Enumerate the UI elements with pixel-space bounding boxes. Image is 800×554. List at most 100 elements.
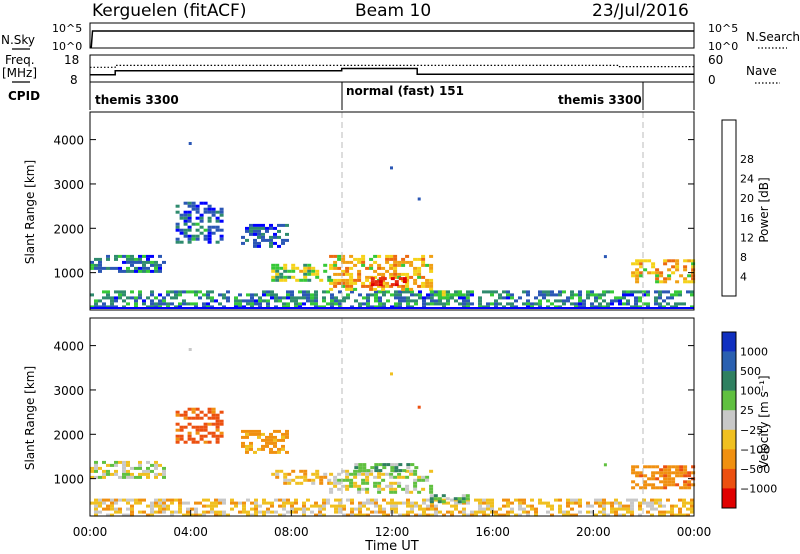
heatmap-cell [409, 472, 414, 476]
heatmap-cell [357, 269, 362, 273]
heatmap-cell [450, 504, 454, 508]
heatmap-cell [333, 278, 338, 282]
heatmap-cell [299, 269, 304, 273]
colorbar-tick-label: 24 [740, 173, 754, 186]
heatmap-cell [478, 501, 482, 505]
heatmap-cell [146, 472, 150, 476]
heatmap-cell [199, 434, 204, 438]
heatmap-cell [118, 460, 122, 464]
heatmap-cell [614, 299, 618, 303]
heatmap-cell [674, 293, 678, 297]
heatmap-cell [187, 437, 192, 441]
heatmap-cell [482, 501, 486, 505]
heatmap-cell [353, 484, 358, 488]
heatmap-cell [635, 465, 640, 469]
heatmap-cell [254, 293, 258, 297]
heatmap-cell [405, 254, 410, 258]
heatmap-cell [389, 263, 394, 267]
heatmap-cell [215, 419, 220, 423]
heatmap-cell [285, 432, 289, 436]
heatmap-cell [179, 428, 184, 432]
heatmap-cell [178, 305, 182, 309]
heatmap-cell [150, 305, 154, 309]
heatmap-cell [393, 475, 398, 479]
heatmap-cell [215, 440, 220, 444]
heatmap-cell [110, 504, 114, 508]
heatmap-cell [250, 305, 254, 309]
heatmap-cell [261, 447, 265, 451]
heatmap-point [390, 372, 393, 376]
heatmap-cell [631, 271, 636, 275]
y-tick-label: 4000 [53, 340, 84, 354]
heatmap-cell [445, 296, 450, 300]
heatmap-cell [398, 302, 402, 306]
power-heatmap [90, 142, 696, 309]
heatmap-cell [154, 504, 158, 508]
heatmap-cell [421, 275, 426, 279]
heatmap-cell [150, 504, 154, 508]
heatmap-cell [462, 510, 466, 514]
heatmap-cell [687, 474, 692, 478]
heatmap-cell [303, 472, 308, 476]
heatmap-cell [422, 501, 426, 505]
heatmap-cell [622, 513, 626, 517]
heatmap-cell [333, 284, 338, 288]
heatmap-cell [374, 501, 378, 505]
heatmap-cell [114, 463, 118, 467]
heatmap-cell [655, 465, 660, 469]
heatmap-cell [546, 293, 550, 297]
heatmap-cell [282, 498, 286, 502]
heatmap-cell [522, 302, 526, 306]
heatmap-cell [361, 260, 366, 264]
heatmap-cell [94, 302, 98, 306]
heatmap-cell [214, 501, 218, 505]
heatmap-cell [202, 504, 206, 508]
heatmap-cell [306, 290, 310, 294]
heatmap-cell [138, 260, 142, 264]
heatmap-cell [90, 501, 94, 505]
heatmap-cell [134, 475, 138, 479]
heatmap-cell [406, 305, 410, 309]
heatmap-cell [175, 237, 180, 241]
heatmap-cell [261, 432, 265, 436]
heatmap-cell [635, 471, 640, 475]
heatmap-cell [178, 507, 182, 511]
heatmap-cell [381, 472, 386, 476]
heatmap-cell [158, 504, 162, 508]
heatmap-cell [635, 259, 640, 263]
heatmap-cell [554, 498, 558, 502]
heatmap-cell [215, 422, 220, 426]
heatmap-cell [337, 487, 342, 491]
heatmap-cell [262, 501, 266, 505]
heatmap-cell [191, 234, 196, 238]
heatmap-cell [278, 504, 282, 508]
heatmap-cell [377, 266, 382, 270]
heatmap-cell [353, 469, 358, 473]
heatmap-cell [421, 254, 426, 258]
heatmap-cell [418, 290, 422, 294]
heatmap-cell [622, 507, 626, 511]
heatmap-cell [654, 501, 658, 505]
heatmap-cell [138, 269, 142, 273]
colorbar-tick-label: 25 [740, 404, 754, 417]
heatmap-cell [298, 290, 302, 294]
heatmap-cell [150, 507, 154, 511]
heatmap-cell [651, 265, 656, 269]
heatmap-cell [394, 504, 398, 508]
heatmap-cell [106, 290, 110, 294]
heatmap-cell [291, 469, 296, 473]
heatmap-cell [667, 468, 672, 472]
heatmap-cell [329, 266, 334, 270]
heatmap-cell [207, 234, 212, 238]
heatmap-cell [413, 481, 418, 485]
heatmap-cell [182, 513, 186, 517]
heatmap-cell [269, 447, 273, 451]
heatmap-cell [361, 481, 366, 485]
colorbar-tick-label: 100 [740, 385, 761, 398]
heatmap-cell [138, 293, 142, 297]
heatmap-cell [303, 469, 308, 473]
heatmap-cell [474, 513, 478, 517]
heatmap-cell [671, 259, 676, 263]
heatmap-cell [211, 210, 216, 214]
heatmap-cell [327, 275, 332, 279]
